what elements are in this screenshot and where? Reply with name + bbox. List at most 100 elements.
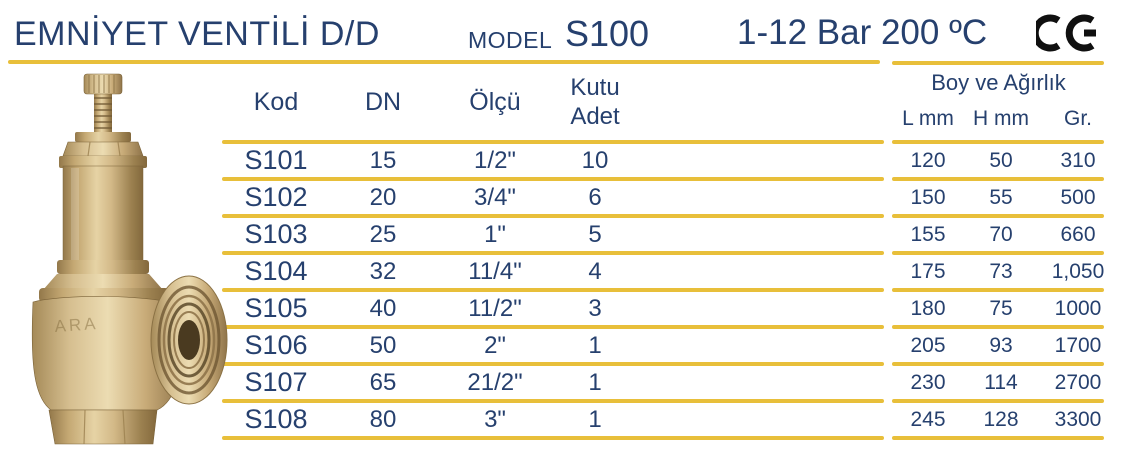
- cell-dn: 15: [369, 147, 397, 174]
- divider-line: [222, 214, 884, 218]
- cell-h-mm: 55: [989, 186, 1013, 209]
- cell-l-mm: 230: [910, 371, 946, 394]
- table-row: S101 15 1/2" 10 120 50 310: [0, 144, 1123, 177]
- cell-kutu-adet: 1: [588, 332, 602, 359]
- cell-kutu-adet: 1: [588, 406, 602, 433]
- cell-gr: 2700: [1054, 371, 1102, 394]
- column-header-l-mm: L mm: [902, 107, 954, 130]
- cell-kutu-adet: 4: [588, 258, 602, 285]
- cell-kutu-adet: 5: [588, 221, 602, 248]
- cell-gr: 660: [1060, 223, 1096, 246]
- cell-l-mm: 180: [910, 297, 946, 320]
- cell-kod: S108: [244, 404, 308, 434]
- cell-kutu-adet: 10: [581, 147, 609, 174]
- cell-h-mm: 93: [989, 334, 1013, 357]
- divider-line: [8, 60, 880, 64]
- table-row: S103 25 1" 5 155 70 660: [0, 218, 1123, 251]
- cell-olcu: 1/2": [474, 147, 516, 174]
- column-header-kutu-line2: Adet: [570, 103, 620, 130]
- column-header-dn: DN: [364, 88, 402, 116]
- divider-line: [222, 177, 884, 181]
- cell-l-mm: 245: [910, 408, 946, 431]
- cell-dn: 32: [369, 258, 397, 285]
- table-row: S104 32 11/4" 4 175 73 1,050: [0, 255, 1123, 288]
- cell-gr: 500: [1060, 186, 1096, 209]
- cell-kutu-adet: 6: [588, 184, 602, 211]
- cell-gr: 1700: [1054, 334, 1102, 357]
- table-row: S108 80 3" 1 245 128 3300: [0, 403, 1123, 436]
- column-header-olcu: Ölçü: [469, 88, 521, 116]
- cell-dn: 20: [369, 184, 397, 211]
- cell-l-mm: 205: [910, 334, 946, 357]
- cell-gr: 3300: [1054, 408, 1102, 431]
- cell-kod: S104: [244, 256, 308, 286]
- cell-dn: 50: [369, 332, 397, 359]
- cell-gr: 1,050: [1051, 260, 1105, 283]
- column-header-gr: Gr.: [1063, 107, 1092, 130]
- cell-kutu-adet: 3: [588, 295, 602, 322]
- divider-line: [222, 325, 884, 329]
- group-header-boy-ve-agirlik: Boy ve Ağırlık: [931, 70, 1066, 95]
- cell-l-mm: 155: [910, 223, 946, 246]
- divider-line: [222, 140, 884, 144]
- ce-mark-icon: [1036, 14, 1096, 52]
- valve-hex-cap: [62, 141, 144, 157]
- divider-line: [892, 399, 1104, 403]
- valve-emboss-text: ARA: [54, 314, 99, 336]
- cell-olcu: 3/4": [474, 184, 516, 211]
- table-row: S107 65 21/2" 1 230 114 2700: [0, 366, 1123, 399]
- cell-h-mm: 128: [983, 408, 1019, 431]
- divider-line: [222, 251, 884, 255]
- divider-line: [892, 436, 1104, 440]
- divider-line: [892, 61, 1104, 65]
- cell-l-mm: 150: [910, 186, 946, 209]
- divider-line: [222, 399, 884, 403]
- cell-h-mm: 73: [989, 260, 1013, 283]
- valve-bottom-hex: [48, 409, 158, 445]
- cell-kutu-adet: 1: [588, 369, 602, 396]
- cell-l-mm: 120: [910, 149, 946, 172]
- column-header-kod: Kod: [253, 88, 299, 116]
- pressure-temp-spec: 1-12 Bar 200 ºC: [737, 13, 988, 52]
- column-header-kutu-line1: Kutu: [570, 74, 620, 101]
- divider-line: [892, 214, 1104, 218]
- page-title: EMNİYET VENTİLİ D/D: [14, 15, 380, 53]
- cell-olcu: 11/4": [468, 258, 522, 285]
- divider-line: [892, 325, 1104, 329]
- cell-h-mm: 50: [989, 149, 1013, 172]
- table-row: S102 20 3/4" 6 150 55 500: [0, 181, 1123, 214]
- cell-h-mm: 114: [984, 371, 1018, 394]
- divider-line: [222, 436, 884, 440]
- cell-h-mm: 70: [989, 223, 1013, 246]
- cell-dn: 65: [369, 369, 397, 396]
- model-value: S100: [565, 13, 650, 54]
- divider-line: [222, 362, 884, 366]
- cell-olcu: 21/2": [467, 369, 523, 396]
- divider-line: [222, 288, 884, 292]
- column-header-h-mm: H mm: [973, 107, 1029, 130]
- cell-olcu: 2": [484, 332, 506, 359]
- cell-l-mm: 175: [910, 260, 946, 283]
- valve-outlet-bore: [178, 320, 200, 360]
- cell-olcu: 3": [484, 406, 506, 433]
- cell-kod: S107: [244, 367, 308, 397]
- table-row: S106 50 2" 1 205 93 1700: [0, 329, 1123, 362]
- cell-h-mm: 75: [989, 297, 1013, 320]
- cell-dn: 25: [369, 221, 397, 248]
- cell-dn: 40: [369, 295, 397, 322]
- column-header-kutu-adet: Kutu Adet: [545, 73, 645, 131]
- divider-line: [892, 251, 1104, 255]
- cell-gr: 1000: [1054, 297, 1102, 320]
- valve-product-image: ARA: [31, 73, 228, 445]
- divider-line: [892, 177, 1104, 181]
- cell-olcu: 11/2": [468, 295, 522, 322]
- cell-dn: 80: [369, 406, 397, 433]
- cell-kod: S103: [244, 219, 308, 249]
- cell-kod: S106: [244, 330, 308, 360]
- cell-kod: S102: [244, 182, 308, 212]
- cell-olcu: 1": [484, 221, 506, 248]
- divider-line: [892, 140, 1104, 144]
- cell-kod: S105: [244, 293, 308, 323]
- cell-gr: 310: [1060, 149, 1096, 172]
